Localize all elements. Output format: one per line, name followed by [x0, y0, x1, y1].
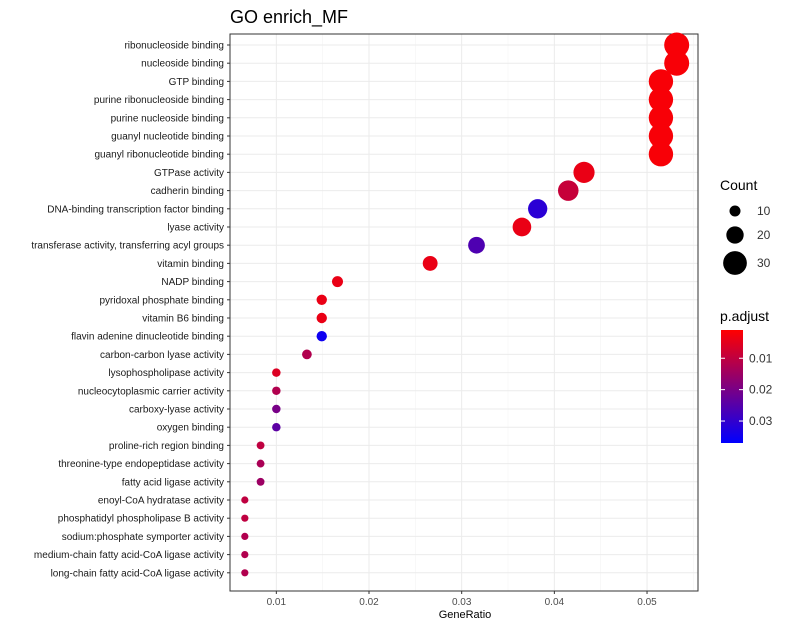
category-label: nucleoside binding	[141, 59, 224, 70]
category-label: guanyl ribonucleotide binding	[94, 150, 224, 161]
data-point	[256, 441, 265, 450]
category-label: carbon-carbon lyase activity	[100, 350, 224, 361]
category-label: carboxy-lyase activity	[129, 405, 224, 416]
category-label: ribonucleoside binding	[124, 41, 224, 52]
colorbar-label: 0.03	[749, 414, 773, 428]
plot-panel	[229, 33, 699, 592]
data-point	[316, 312, 327, 324]
colorbar-label: 0.02	[749, 383, 773, 397]
chart-title: GO enrich_MF	[230, 7, 348, 28]
category-label: purine nucleoside binding	[111, 113, 224, 124]
count-legend: Count 10 20 30	[720, 177, 771, 275]
data-point	[512, 217, 532, 237]
data-point	[241, 514, 249, 522]
data-point	[648, 87, 674, 112]
count-legend-key	[726, 226, 744, 244]
category-label: oxygen binding	[157, 423, 224, 434]
data-point	[664, 50, 690, 76]
data-point	[316, 294, 327, 305]
x-tick-label: 0.01	[267, 597, 287, 608]
category-labels: ribonucleoside binding nucleoside binding…	[31, 41, 230, 579]
data-point	[528, 199, 548, 219]
category-label: phosphatidyl phospholipase B activity	[58, 514, 224, 525]
category-label: cadherin binding	[151, 186, 224, 197]
category-label: GTP binding	[169, 77, 224, 88]
data-point	[241, 551, 249, 559]
category-label: proline-rich region binding	[109, 441, 224, 452]
data-point	[648, 69, 674, 94]
data-point	[302, 349, 312, 360]
x-axis-title: GeneRatio	[439, 609, 492, 621]
category-label: vitamin binding	[157, 259, 224, 270]
data-point	[241, 569, 249, 577]
category-label: enoyl-CoA hydratase activity	[98, 496, 224, 507]
category-label: nucleocytoplasmic carrier activity	[78, 386, 224, 397]
x-axis-ticks: 0.01 0.02 0.03 0.04 0.05	[267, 591, 657, 608]
data-point	[316, 331, 327, 342]
panel-border	[229, 33, 699, 592]
data-point	[664, 32, 690, 58]
p-adjust-legend-title: p.adjust	[720, 308, 769, 324]
data-point	[648, 123, 674, 149]
category-label: threonine-type endopeptidase activity	[58, 459, 224, 470]
x-tick-label: 0.03	[452, 597, 472, 608]
colorbar-label: 0.01	[749, 351, 773, 365]
category-label: DNA-binding transcription factor binding	[47, 204, 224, 215]
category-label: transferase activity, transferring acyl …	[31, 241, 224, 252]
data-point	[648, 142, 674, 167]
category-label: purine ribonucleoside binding	[94, 95, 224, 106]
category-label: sodium:phosphate symporter activity	[62, 532, 224, 543]
p-adjust-colorbar	[721, 330, 743, 443]
x-tick-label: 0.05	[637, 597, 657, 608]
count-legend-key	[729, 205, 741, 217]
category-label: medium-chain fatty acid-CoA ligase activ…	[34, 550, 224, 561]
data-point	[241, 532, 249, 541]
data-points	[241, 32, 690, 577]
category-label: long-chain fatty acid-CoA ligase activit…	[51, 568, 224, 579]
count-legend-title: Count	[720, 177, 757, 193]
data-point	[241, 496, 249, 504]
category-label: vitamin B6 binding	[142, 314, 224, 325]
count-legend-key	[723, 251, 747, 275]
category-label: lyase activity	[167, 223, 224, 234]
data-point	[573, 161, 595, 183]
category-label: GTPase activity	[154, 168, 224, 179]
category-label: flavin adenine dinucleotide binding	[71, 332, 224, 343]
data-point	[272, 368, 281, 377]
data-point	[272, 404, 281, 414]
x-tick-label: 0.02	[359, 597, 379, 608]
category-label: pyridoxal phosphate binding	[99, 295, 224, 306]
category-label: fatty acid ligase activity	[122, 477, 224, 488]
category-label: lysophospholipase activity	[108, 368, 224, 379]
data-point	[272, 422, 281, 432]
p-adjust-legend: p.adjust 0.01 0.02 0.03	[720, 308, 773, 443]
x-tick-label: 0.04	[545, 597, 565, 608]
count-legend-label: 10	[757, 204, 771, 218]
count-legend-label: 30	[757, 256, 771, 270]
panel-background	[230, 34, 698, 591]
data-point	[256, 459, 265, 468]
data-point	[331, 276, 344, 288]
count-legend-label: 20	[757, 228, 771, 242]
data-point	[648, 105, 674, 130]
data-point	[468, 236, 485, 254]
category-label: guanyl nucleotide binding	[111, 132, 224, 143]
data-point	[272, 386, 281, 396]
data-point	[422, 255, 438, 271]
category-label: NADP binding	[161, 277, 224, 288]
data-point	[256, 477, 265, 486]
data-point	[557, 180, 579, 201]
